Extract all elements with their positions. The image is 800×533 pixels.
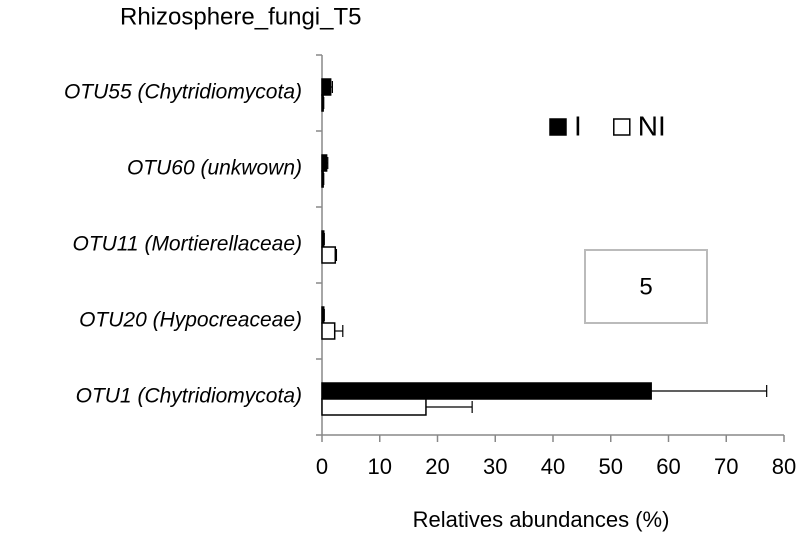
- error-bar: [334, 325, 344, 337]
- error-bar: [335, 249, 338, 261]
- bar: [321, 398, 427, 416]
- bar: [321, 170, 324, 188]
- error-bar: [323, 97, 325, 109]
- x-tick-label: 20: [425, 454, 449, 479]
- bar: [321, 94, 324, 112]
- error-bar: [323, 173, 325, 185]
- bar: [321, 246, 337, 264]
- annotation: 5: [639, 273, 652, 300]
- x-tick-label: 0: [316, 454, 328, 479]
- error-bar: [425, 401, 473, 413]
- y-tick-label: OTU20 (Hypocreaceae): [79, 309, 302, 332]
- legend-label: I: [574, 110, 582, 141]
- x-tick-label: 30: [483, 454, 507, 479]
- bar: [321, 382, 652, 400]
- x-tick-label: 50: [599, 454, 623, 479]
- error-bar: [323, 233, 325, 245]
- annotation-box: [584, 249, 708, 324]
- error-bar: [651, 385, 768, 397]
- legend-label: NI: [638, 110, 666, 141]
- bar: [321, 230, 325, 248]
- bar: [321, 322, 336, 340]
- error-bar: [326, 157, 329, 169]
- bar: [321, 154, 328, 172]
- x-tick-label: 40: [541, 454, 565, 479]
- legend-swatch: [613, 118, 631, 136]
- y-tick-label: OTU1 (Chytridiomycota): [76, 385, 302, 408]
- bar: [321, 306, 325, 324]
- error-bar: [330, 81, 333, 93]
- x-axis-label: Relatives abundances (%): [413, 507, 670, 532]
- bar: [321, 78, 332, 96]
- x-tick-label: 70: [714, 454, 738, 479]
- chart-title: Rhizosphere_fungi_T5: [120, 3, 362, 30]
- x-tick-label: 60: [656, 454, 680, 479]
- y-tick-label: OTU60 (unkwown): [127, 157, 302, 180]
- y-tick-label: OTU11 (Mortierellaceae): [72, 233, 302, 256]
- error-bar: [323, 309, 325, 321]
- x-tick-label: 10: [368, 454, 392, 479]
- legend-swatch: [549, 118, 567, 136]
- y-tick-label: OTU55 (Chytridiomycota): [64, 81, 302, 104]
- x-tick-label: 80: [772, 454, 796, 479]
